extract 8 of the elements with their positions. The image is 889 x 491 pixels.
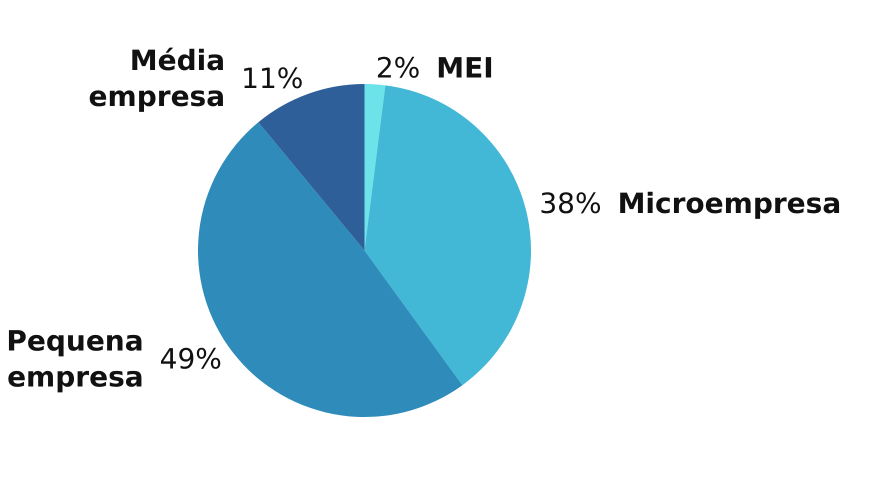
data-label: 2% [376,52,420,85]
slice-label: MEI [436,52,494,85]
data-label: 38% [539,186,602,220]
slice-label: Microempresa [618,186,842,220]
data-label: 11% [241,62,304,95]
slice-label: Média empresa [88,44,226,113]
data-label: 49% [160,342,222,376]
slice-label: Pequena empresa [6,324,144,394]
